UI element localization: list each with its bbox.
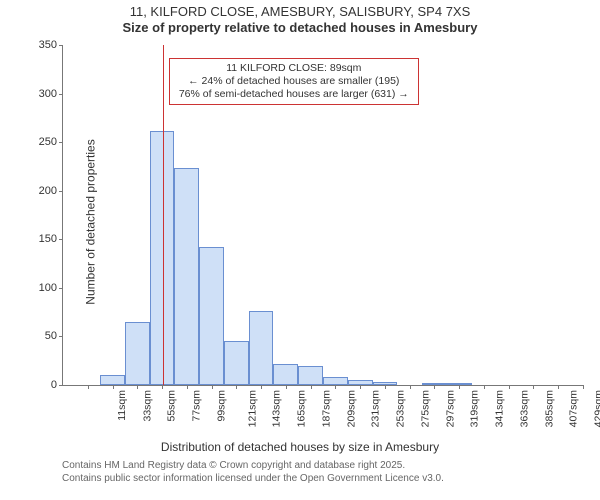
y-tick-mark [59, 288, 63, 289]
y-tick-mark [59, 239, 63, 240]
histogram-plot: 05010015020025030035011sqm33sqm55sqm77sq… [62, 45, 583, 386]
x-tick-mark [137, 385, 138, 389]
x-tick-mark [311, 385, 312, 389]
x-tick-label: 231sqm [370, 390, 382, 427]
x-tick-label: 165sqm [295, 390, 307, 427]
x-tick-label: 253sqm [395, 390, 407, 427]
x-tick-mark [410, 385, 411, 389]
x-tick-mark [360, 385, 361, 389]
y-tick-label: 300 [23, 88, 57, 100]
histogram-bar [224, 341, 249, 385]
x-tick-mark [385, 385, 386, 389]
x-tick-label: 11sqm [116, 390, 128, 421]
footer-line1: Contains HM Land Registry data © Crown c… [62, 460, 444, 473]
x-tick-mark [434, 385, 435, 389]
x-tick-label: 33sqm [141, 390, 153, 422]
x-tick-mark [286, 385, 287, 389]
x-tick-label: 121sqm [246, 390, 258, 427]
title-block: 11, KILFORD CLOSE, AMESBURY, SALISBURY, … [0, 4, 600, 37]
x-tick-mark [187, 385, 188, 389]
x-tick-mark [335, 385, 336, 389]
x-tick-mark [88, 385, 89, 389]
x-tick-mark [533, 385, 534, 389]
y-tick-label: 250 [23, 136, 57, 148]
y-tick-mark [59, 94, 63, 95]
x-tick-label: 55sqm [166, 390, 178, 422]
histogram-bar [298, 366, 323, 385]
y-tick-label: 0 [23, 379, 57, 391]
x-tick-label: 99sqm [215, 390, 227, 422]
footer-line2: Contains public sector information licen… [62, 473, 444, 486]
reference-line [163, 45, 164, 385]
x-tick-label: 319sqm [469, 390, 481, 427]
x-tick-label: 275sqm [419, 390, 431, 427]
y-tick-label: 150 [23, 233, 57, 245]
x-tick-label: 363sqm [518, 390, 530, 427]
x-tick-mark [459, 385, 460, 389]
x-tick-mark [558, 385, 559, 389]
page-title-description: Size of property relative to detached ho… [0, 20, 600, 36]
y-tick-label: 200 [23, 185, 57, 197]
histogram-bar [273, 364, 298, 385]
histogram-bar [125, 322, 150, 385]
annotation-line3: 76% of semi-detached houses are larger (… [176, 88, 412, 101]
x-tick-label: 385sqm [543, 390, 555, 427]
y-tick-mark [59, 45, 63, 46]
histogram-bar [323, 377, 348, 385]
x-axis-label: Distribution of detached houses by size … [0, 440, 600, 454]
page-title-address: 11, KILFORD CLOSE, AMESBURY, SALISBURY, … [0, 4, 600, 20]
x-tick-label: 341sqm [494, 390, 506, 427]
histogram-bar [174, 168, 199, 385]
x-tick-label: 77sqm [191, 390, 203, 422]
x-tick-mark [484, 385, 485, 389]
y-tick-label: 350 [23, 39, 57, 51]
x-tick-label: 407sqm [568, 390, 580, 427]
y-tick-mark [59, 336, 63, 337]
x-tick-mark [212, 385, 213, 389]
y-tick-mark [59, 385, 63, 386]
footer-attribution: Contains HM Land Registry data © Crown c… [62, 460, 444, 485]
histogram-bar [249, 311, 274, 385]
histogram-bar [199, 247, 224, 385]
x-tick-label: 209sqm [345, 390, 357, 427]
x-tick-label: 187sqm [320, 390, 332, 427]
x-tick-mark [583, 385, 584, 389]
histogram-bar [100, 375, 125, 385]
x-tick-label: 429sqm [593, 390, 600, 427]
y-tick-mark [59, 191, 63, 192]
annotation-box: 11 KILFORD CLOSE: 89sqm← 24% of detached… [169, 58, 419, 105]
x-tick-mark [162, 385, 163, 389]
x-tick-mark [113, 385, 114, 389]
annotation-line1: 11 KILFORD CLOSE: 89sqm [176, 62, 412, 75]
x-tick-mark [261, 385, 262, 389]
y-tick-mark [59, 142, 63, 143]
x-tick-mark [509, 385, 510, 389]
y-tick-label: 50 [23, 330, 57, 342]
x-tick-label: 143sqm [271, 390, 283, 427]
annotation-line2: ← 24% of detached houses are smaller (19… [176, 75, 412, 88]
y-tick-label: 100 [23, 282, 57, 294]
x-tick-label: 297sqm [444, 390, 456, 427]
chart-container: 11, KILFORD CLOSE, AMESBURY, SALISBURY, … [0, 0, 600, 500]
x-tick-mark [236, 385, 237, 389]
histogram-bar [150, 131, 175, 386]
